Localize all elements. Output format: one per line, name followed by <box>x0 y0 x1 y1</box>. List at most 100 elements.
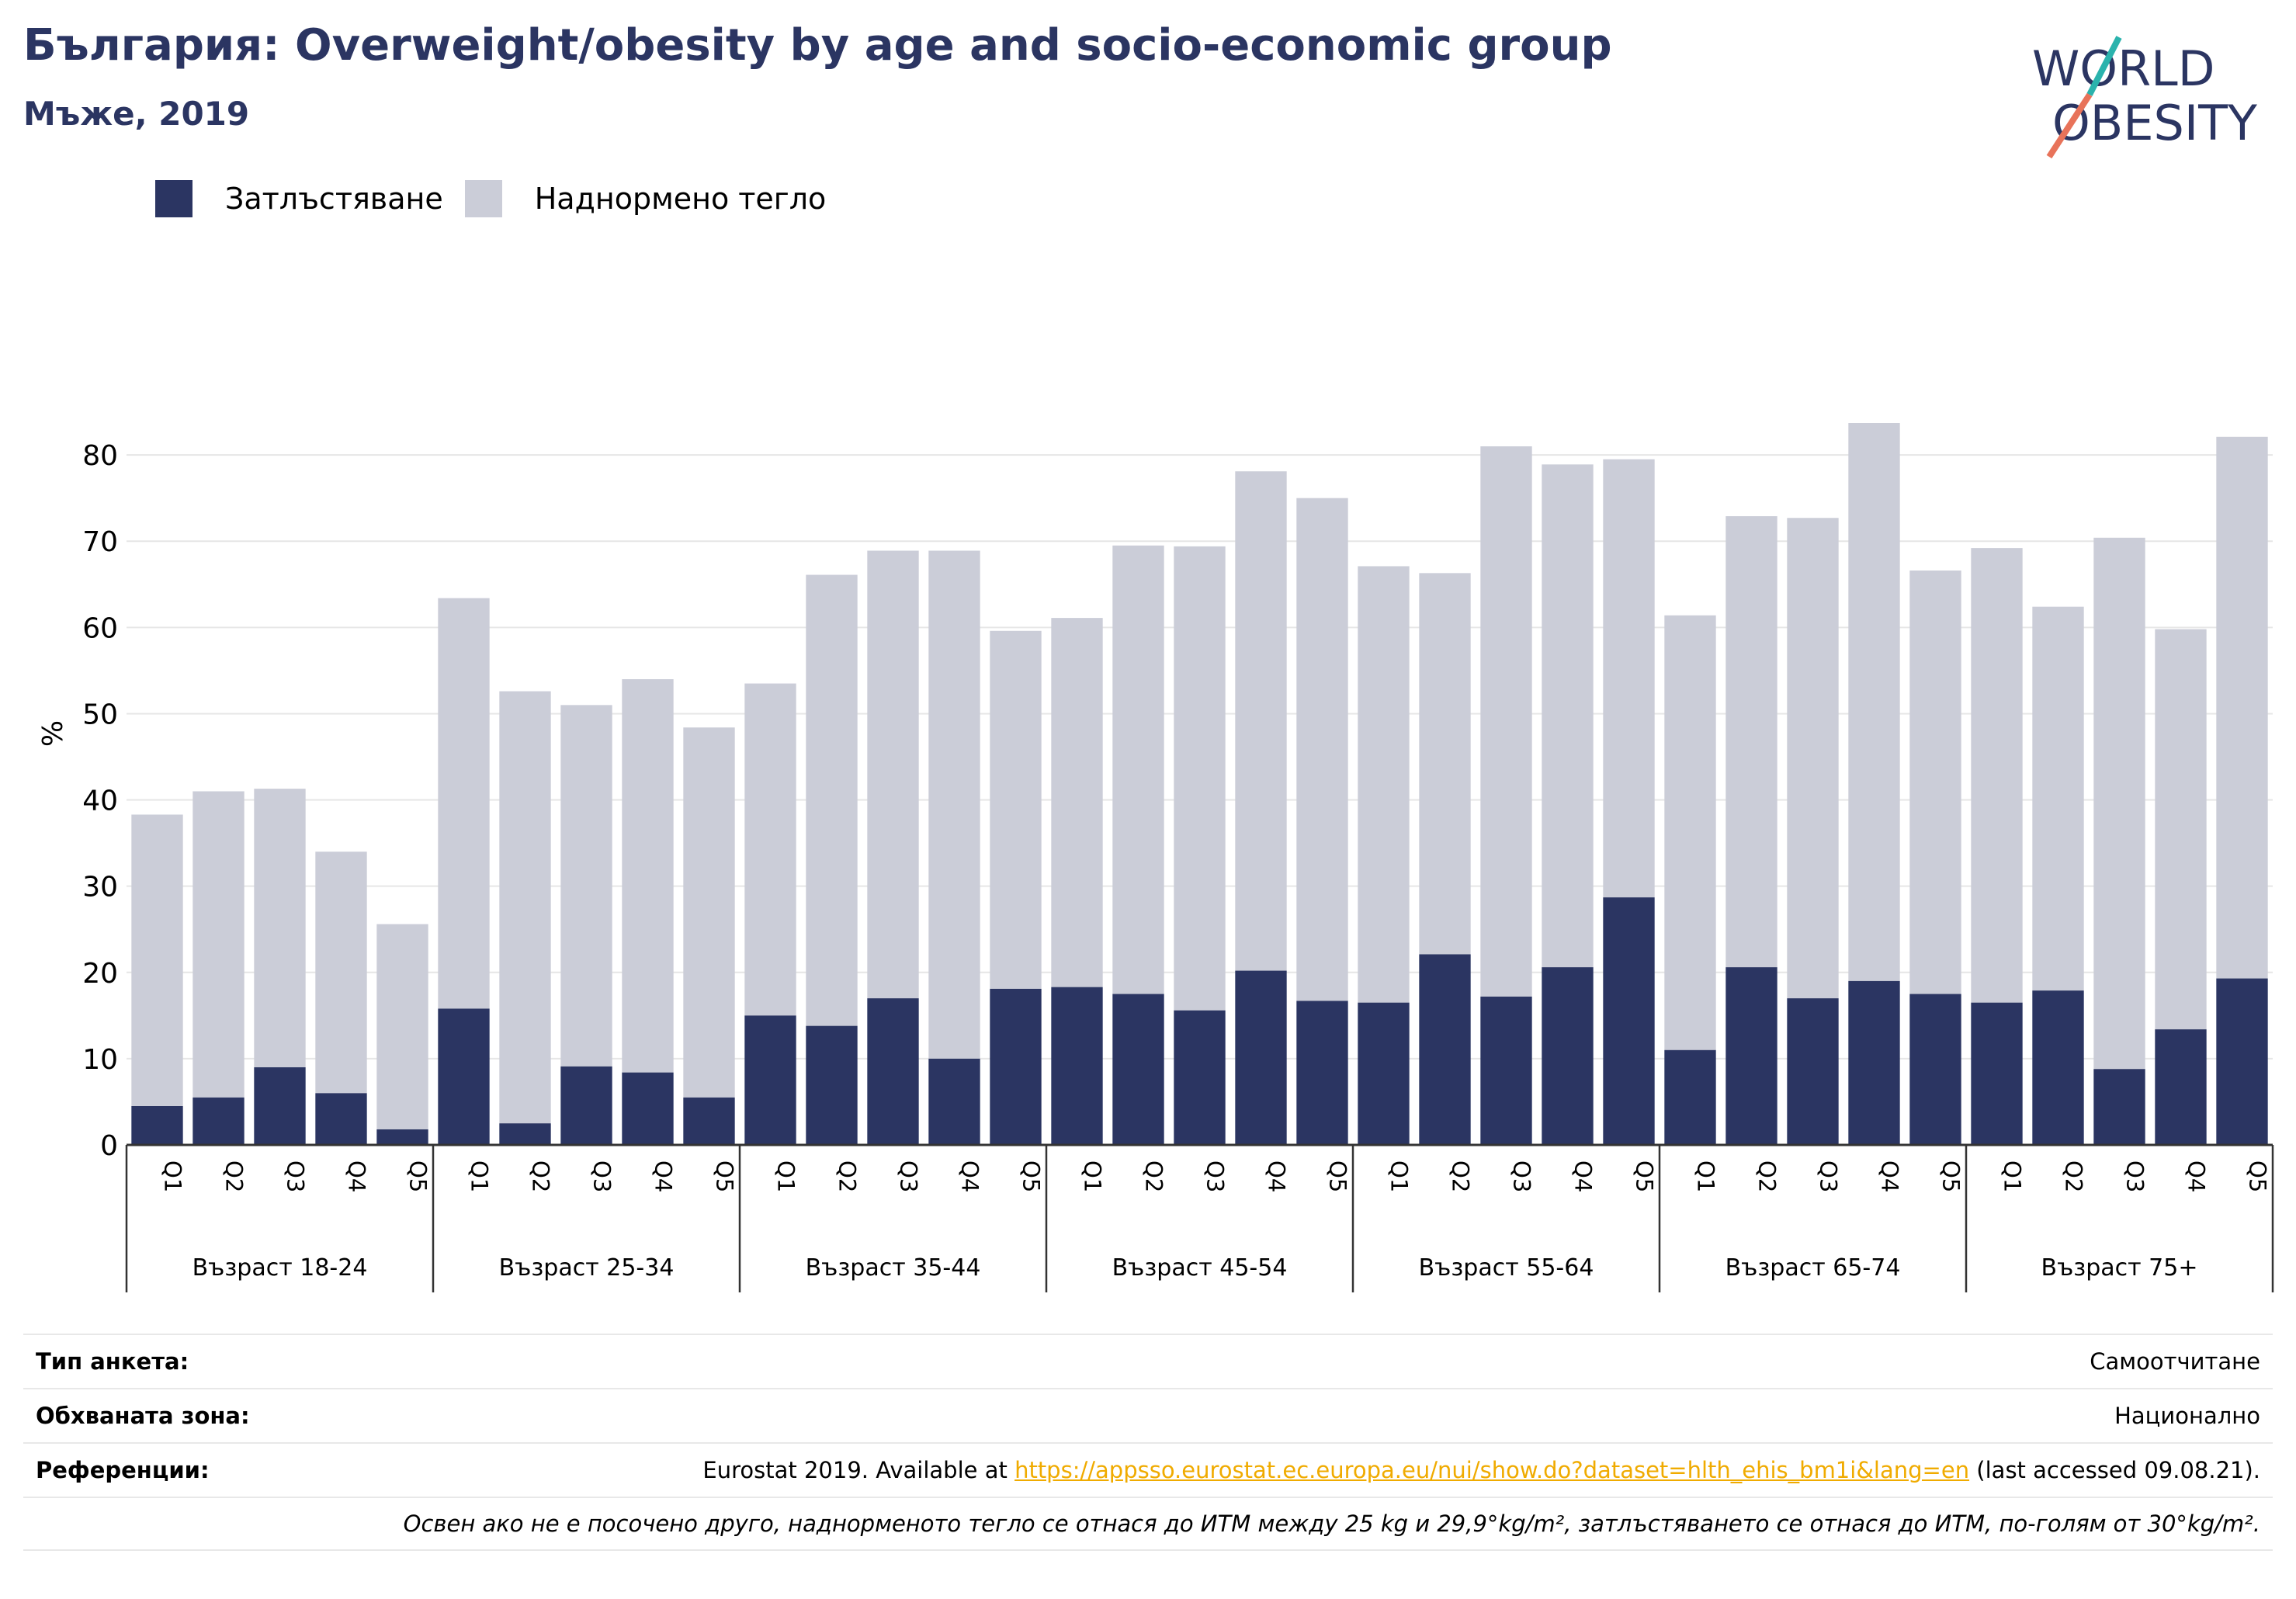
world-obesity-logo: WORLD OBESITY <box>2032 36 2257 159</box>
references-value: Eurostat 2019. Available at https://apps… <box>702 1457 2260 1483</box>
bar-overweight <box>376 924 428 1129</box>
bar-overweight <box>1971 548 2023 1003</box>
references-label: Референции: <box>36 1457 210 1483</box>
logo-teal-stroke <box>2086 36 2122 96</box>
references-link[interactable]: https://appsso.eurostat.ec.europa.eu/nui… <box>1014 1457 1970 1483</box>
bar-overweight <box>990 630 1042 989</box>
legend-swatch-obesity <box>155 180 192 217</box>
x-tick-label: Q2 <box>221 1160 248 1192</box>
bar-overweight <box>1542 464 1594 968</box>
y-tick-label: 60 <box>82 612 118 644</box>
bar-obesity <box>1603 897 1655 1145</box>
group-label: Възраст 65-74 <box>1725 1254 1901 1282</box>
group-label: Възраст 18-24 <box>192 1254 368 1282</box>
bar-obesity <box>1358 1002 1410 1145</box>
x-tick-label: Q1 <box>466 1160 493 1192</box>
x-tick-label: Q1 <box>773 1160 799 1192</box>
x-tick-label: Q2 <box>2061 1160 2087 1192</box>
bar-overweight <box>315 852 367 1094</box>
bar-overweight <box>2032 606 2084 991</box>
stacked-bar-chart: 0 10 20 30 40 50 60 70 80 Q1 Q2 Q3 Q4 Q5 Възраст 18-2… <box>37 423 2274 1292</box>
group-label: Възраст 45-54 <box>1112 1254 1288 1282</box>
x-tick-label: Q3 <box>283 1160 309 1192</box>
x-tick-label: Q1 <box>1080 1160 1106 1192</box>
group-label: Възраст 25-34 <box>499 1254 675 1282</box>
y-axis: 0 10 20 30 40 50 60 70 80 <box>82 440 118 1162</box>
bar-obesity <box>1971 1002 2023 1145</box>
bar-overweight <box>1848 423 1900 981</box>
coverage-row: Обхваната зона: Национално <box>23 1388 2273 1442</box>
bar-obesity <box>499 1123 551 1145</box>
bar-obesity <box>376 1129 428 1145</box>
x-tick-label: Q4 <box>1877 1160 1903 1192</box>
x-tick-label: Q1 <box>1693 1160 1719 1192</box>
bar-overweight <box>1174 546 1226 1011</box>
x-tick-label: Q3 <box>1816 1160 1842 1192</box>
bar-obesity <box>2155 1029 2207 1145</box>
bar-obesity <box>315 1093 367 1145</box>
bar-obesity <box>1725 967 1777 1145</box>
x-tick-label: Q2 <box>1141 1160 1167 1192</box>
x-tick-label: Q2 <box>1448 1160 1474 1192</box>
y-tick-label: 20 <box>82 958 118 990</box>
bar-obesity <box>1480 996 1532 1145</box>
y-tick-label: 70 <box>82 526 118 558</box>
bar-obesity <box>683 1097 735 1145</box>
y-tick-label: 80 <box>82 440 118 472</box>
x-tick-label: Q4 <box>1570 1160 1597 1192</box>
coverage-value: Национално <box>2114 1403 2260 1429</box>
bar-overweight <box>1603 459 1655 898</box>
x-tick-label: Q3 <box>1509 1160 1535 1192</box>
bar-obesity <box>867 998 919 1145</box>
x-tick-label: Q3 <box>1202 1160 1229 1192</box>
bar-obesity <box>438 1008 490 1145</box>
x-tick-label: Q3 <box>2122 1160 2149 1192</box>
bar-overweight <box>744 683 796 1016</box>
y-tick-label: 0 <box>100 1130 118 1162</box>
bar-overweight <box>2216 436 2268 979</box>
x-tick-label: Q3 <box>589 1160 616 1192</box>
legend-label-obesity: Затлъстяване <box>225 182 443 216</box>
chart-subtitle: Мъже, 2019 <box>23 95 250 133</box>
logo-line1: WORLD <box>2032 40 2214 97</box>
bar-overweight <box>1909 571 1961 994</box>
y-tick-label: 40 <box>82 786 118 817</box>
bar-obesity <box>2032 990 2084 1145</box>
x-tick-label: Q5 <box>1325 1160 1351 1192</box>
bar-overweight <box>438 598 490 1009</box>
bar-obesity <box>1235 970 1287 1145</box>
x-axis: Q1 Q2 Q3 Q4 Q5 Възраст 18-24 Q1 Q2 Q3 Q4 Q5 Възраст… <box>125 1143 2274 1292</box>
bar-obesity <box>1051 987 1103 1145</box>
bar-overweight <box>867 550 919 999</box>
x-tick-label: Q1 <box>1386 1160 1413 1192</box>
x-tick-label: Q1 <box>160 1160 186 1192</box>
x-tick-label: Q3 <box>896 1160 922 1192</box>
bar-obesity <box>192 1097 245 1145</box>
x-tick-label: Q4 <box>650 1160 677 1192</box>
bar-overweight <box>1112 545 1164 994</box>
bar-overweight <box>1787 518 1839 999</box>
bar-obesity <box>1419 954 1471 1145</box>
x-tick-label: Q2 <box>1754 1160 1781 1192</box>
bar-obesity <box>1787 998 1839 1145</box>
definition-note-row: Освен ако не е посочено друго, наднормен… <box>23 1497 2273 1551</box>
group-label: Възраст 35-44 <box>806 1254 981 1282</box>
chart-title: България: Overweight/obesity by age and … <box>23 20 1612 71</box>
bar-overweight <box>928 550 980 1059</box>
legend-item-overweight: Наднормено тегло <box>464 180 826 217</box>
x-tick-label: Q2 <box>834 1160 861 1192</box>
x-tick-label: Q5 <box>712 1160 738 1192</box>
bar-overweight <box>683 727 735 1098</box>
references-row: Референции: Eurostat 2019. Available at … <box>23 1442 2273 1497</box>
bar-obesity <box>131 1106 183 1145</box>
definition-note: Освен ако не е посочено друго, наднормен… <box>403 1511 2260 1537</box>
legend-swatch-overweight <box>464 180 502 217</box>
bar-obesity <box>990 988 1042 1145</box>
survey-type-value: Самоотчитане <box>2090 1348 2260 1375</box>
x-tick-label: Q2 <box>528 1160 554 1192</box>
bar-overweight <box>1664 615 1716 1050</box>
bar-overweight <box>1235 471 1287 971</box>
logo-coral-stroke <box>2046 92 2093 159</box>
bar-obesity <box>1542 967 1594 1145</box>
bar-obesity <box>928 1058 980 1145</box>
